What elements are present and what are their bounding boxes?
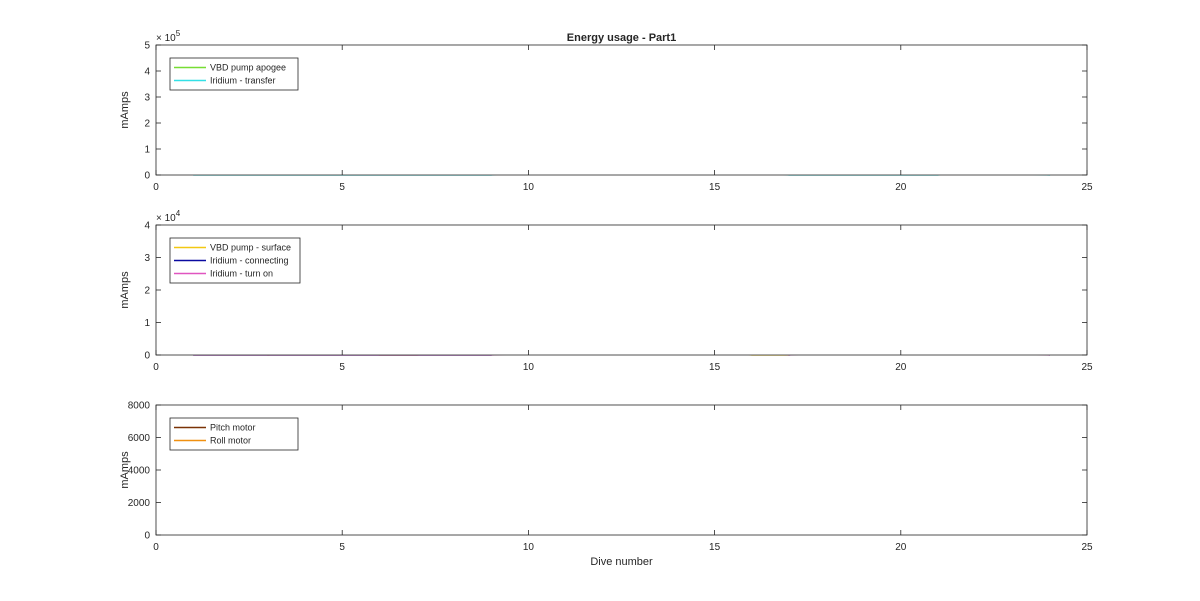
legend-box — [169, 57, 299, 91]
x-tick-label: 25 — [1081, 542, 1093, 553]
legend-label-iridium-transfer: Iridium - transfer — [210, 76, 276, 86]
x-tick-label: 20 — [895, 542, 907, 553]
y-axis-label: mAmps — [119, 91, 131, 129]
y-tick-label: 2 — [144, 286, 150, 297]
y-exponent-power: 5 — [176, 29, 181, 38]
y-exponent-label: × 104 — [156, 209, 181, 224]
x-tick-label: 15 — [709, 362, 721, 373]
x-tick-label: 10 — [523, 182, 535, 193]
x-tick-label: 20 — [895, 362, 907, 373]
legend-box — [169, 417, 299, 451]
legend: Pitch motor Roll motor — [169, 417, 299, 451]
y-tick-label: 0 — [144, 531, 150, 542]
x-tick-label: 5 — [339, 362, 345, 373]
y-exponent-base: × 10 — [156, 213, 176, 224]
y-tick-label: 5 — [144, 41, 150, 52]
x-tick-label: 10 — [523, 362, 535, 373]
x-tick-label: 25 — [1081, 182, 1093, 193]
legend-label-iridium-turn-on: Iridium - turn on — [210, 269, 273, 279]
y-tick-label: 4 — [144, 221, 150, 232]
y-axis-label: mAmps — [119, 271, 131, 309]
legend-label-iridium-connecting: Iridium - connecting — [210, 256, 289, 266]
x-axis-label: Dive number — [590, 556, 653, 568]
x-tick-label: 15 — [709, 542, 721, 553]
legend-label-vbd-pump-apogee: VBD pump apogee — [210, 63, 286, 73]
legend: VBD pump apogee Iridium - transfer — [169, 57, 299, 91]
x-tick-label: 25 — [1081, 362, 1093, 373]
y-exponent-label: × 105 — [156, 29, 181, 44]
y-axis-label: mAmps — [119, 451, 131, 489]
y-tick-label: 2000 — [128, 498, 151, 509]
legend: VBD pump - surface Iridium - connecting Ir… — [169, 237, 301, 284]
x-tick-label: 0 — [153, 362, 159, 373]
x-tick-label: 0 — [153, 542, 159, 553]
x-tick-label: 0 — [153, 182, 159, 193]
y-tick-label: 0 — [144, 351, 150, 362]
y-tick-label: 1 — [144, 145, 150, 156]
legend-label-roll-motor: Roll motor — [210, 436, 251, 446]
y-tick-label: 2 — [144, 119, 150, 130]
axes-frame — [155, 44, 1088, 176]
axes-frame — [155, 404, 1088, 536]
x-tick-label: 5 — [339, 542, 345, 553]
x-tick-label: 15 — [709, 182, 721, 193]
x-tick-label: 10 — [523, 542, 535, 553]
x-tick-label: 5 — [339, 182, 345, 193]
y-tick-label: 6000 — [128, 433, 151, 444]
plot-panel-motors: 0 5 10 15 20 25 0 2000 4000 6000 8000 mAmps Dive num… — [119, 401, 1093, 569]
y-tick-label: 1 — [144, 318, 150, 329]
legend-label-vbd-pump-surface: VBD pump - surface — [210, 243, 291, 253]
y-exponent-power: 4 — [176, 209, 181, 218]
y-exponent-base: × 10 — [156, 33, 176, 44]
y-tick-label: 8000 — [128, 401, 151, 412]
chart-title: Energy usage - Part1 — [567, 32, 676, 44]
y-tick-label: 4000 — [128, 466, 151, 477]
y-tick-label: 4 — [144, 67, 150, 78]
x-tick-label: 20 — [895, 182, 907, 193]
axes-frame — [155, 224, 1088, 356]
y-tick-label: 3 — [144, 253, 150, 264]
y-tick-label: 0 — [144, 171, 150, 182]
y-tick-label: 3 — [144, 93, 150, 104]
legend-label-pitch-motor: Pitch motor — [210, 423, 256, 433]
